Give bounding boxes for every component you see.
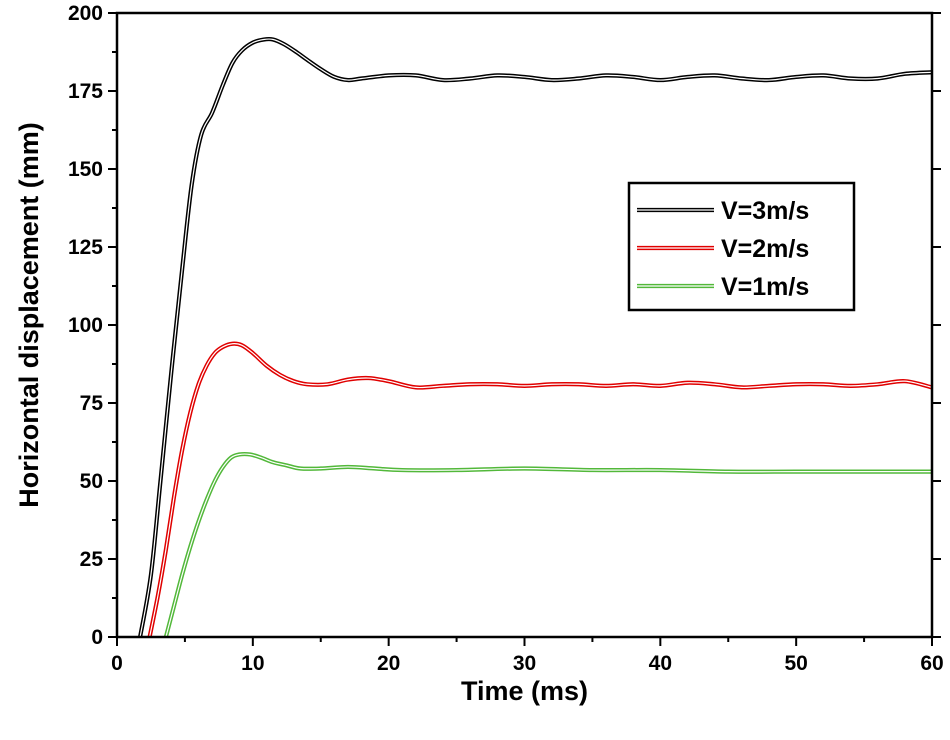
x-tick-label: 50 [784, 652, 807, 675]
x-tick-label: 30 [513, 652, 536, 675]
x-tick-label: 20 [377, 652, 400, 675]
y-tick-label: 75 [80, 392, 104, 415]
y-axis-title: Horizontal displacement (mm) [14, 122, 44, 508]
plot-lines [138, 36, 932, 637]
plot-area-frame [115, 11, 934, 639]
series-line-core-3 [165, 453, 932, 637]
x-axis-ticks: 0 10 20 30 40 50 60 [111, 637, 944, 675]
x-tick-label: 10 [241, 652, 264, 675]
legend-label: V=3m/s [721, 197, 809, 225]
y-tick-label: 0 [91, 626, 103, 649]
legend-label: V=1m/s [721, 273, 809, 301]
series-line-core-2 [149, 343, 932, 637]
y-tick-label: 50 [80, 470, 103, 493]
legend-label: V=2m/s [721, 235, 809, 263]
y-axis-ticks: 0 25 50 75 100 125 150 175 200 [68, 2, 941, 649]
series-line-outline-1 [138, 36, 932, 637]
x-tick-label: 40 [649, 652, 672, 675]
x-axis-title: Time (ms) [461, 676, 588, 706]
y-tick-label: 175 [68, 80, 103, 103]
y-tick-label: 125 [68, 236, 103, 259]
series-line-outline-3 [163, 451, 932, 637]
series-line-outline-2 [147, 341, 932, 637]
x-tick-label: 60 [920, 652, 943, 675]
y-tick-label: 100 [68, 314, 103, 337]
y-tick-label: 150 [68, 158, 103, 181]
legend: V=3m/s V=2m/s V=1m/s [627, 181, 856, 312]
x-tick-label: 0 [111, 652, 123, 675]
y-tick-label: 25 [80, 548, 104, 571]
y-tick-label: 200 [68, 2, 103, 25]
series-line-core-1 [139, 38, 932, 637]
